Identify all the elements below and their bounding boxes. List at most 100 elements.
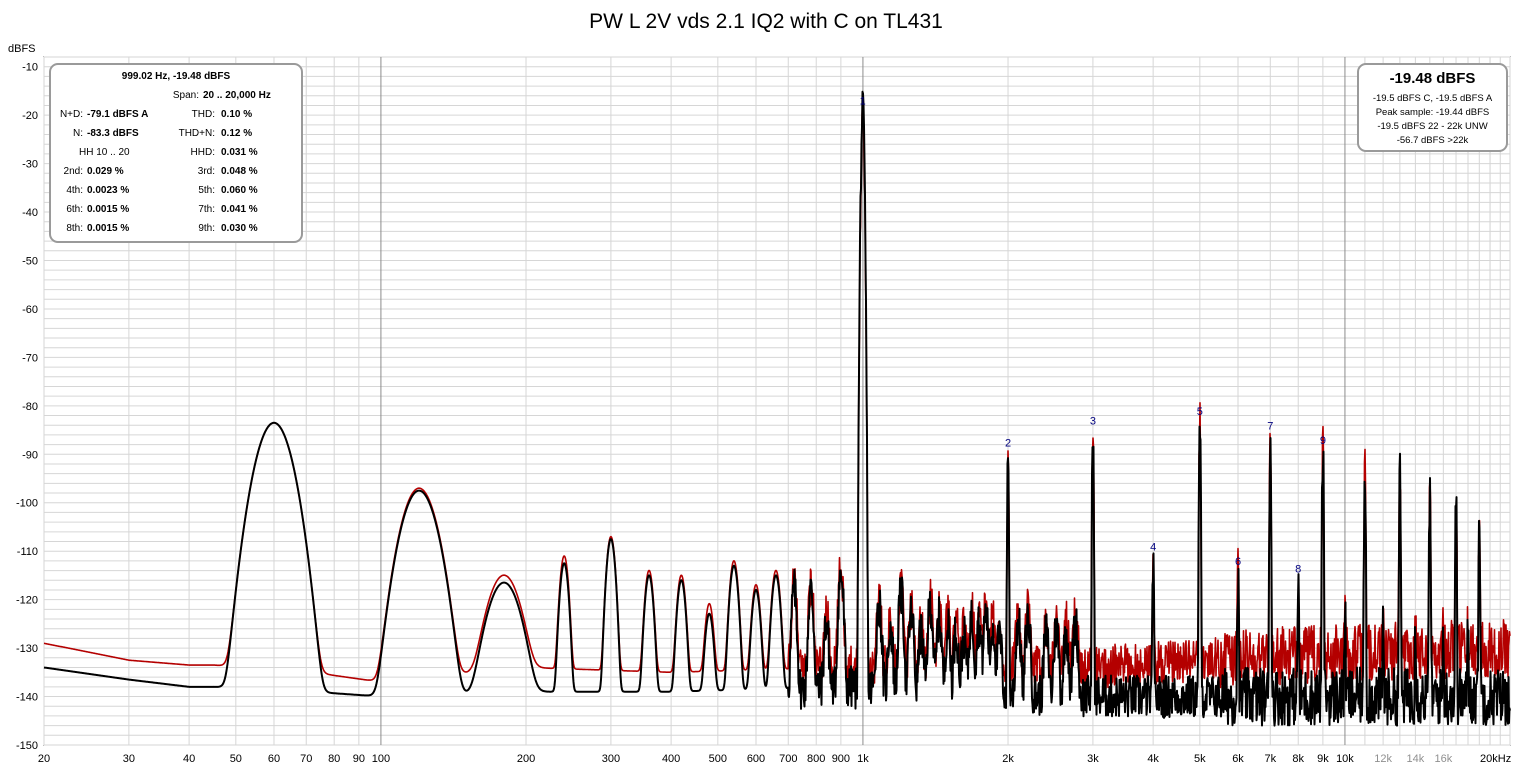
level-line: -19.5 dBFS C, -19.5 dBFS A [1372,93,1493,104]
x-tick-label: 200 [517,753,535,765]
stat-value: -79.1 dBFS A [87,109,149,120]
stat-label: 4th: [66,185,83,196]
y-tick-label: -140 [16,692,38,704]
x-tick-label: 20 [38,753,50,765]
stats-header: 999.02 Hz, -19.48 dBFS [121,71,231,82]
chart-title: PW L 2V vds 2.1 IQ2 with C on TL431 [589,10,943,33]
stat-label: 7th: [198,204,215,215]
stat-value: 0.0015 % [87,204,130,215]
x-tick-label: 300 [602,753,620,765]
x-tick-label: 4k [1147,753,1159,765]
stat-label: N: [73,128,83,139]
y-tick-label: -60 [22,304,38,316]
stat-label: 8th: [66,223,83,234]
stat-label: HHD: [190,147,215,158]
stat-value: -83.3 dBFS [87,128,139,139]
x-tick-label: 900 [832,753,850,765]
x-tick-label: 600 [747,753,765,765]
harmonic-marker: 5 [1197,406,1203,418]
x-tick-label: 6k [1232,753,1244,765]
y-tick-label: -120 [16,595,38,607]
stat-value: 0.12 % [221,128,253,139]
harmonic-marker: 2 [1005,437,1011,449]
stats-row: 2nd: 0.029 % 3rd: 0.048 % [51,164,301,180]
x-tick-label: 90 [353,753,365,765]
stat-label: 5th: [198,185,215,196]
x-tick-label: 7k [1264,753,1276,765]
level-line: Peak sample: -19.44 dBFS [1375,107,1490,118]
y-tick-label: -40 [22,207,38,219]
x-tick-label: 12k [1374,753,1392,765]
level-line: -19.5 dBFS 22 - 22k UNW [1377,121,1488,132]
stats-span-row: Span: 20 .. 20,000 Hz [51,88,301,104]
distortion-stats-panel[interactable]: 999.02 Hz, -19.48 dBFS Span: 20 .. 20,00… [49,63,303,243]
level-line: -56.7 dBFS >22k [1396,135,1469,146]
harmonic-marker: 3 [1090,415,1096,427]
x-tick-label: 60 [268,753,280,765]
stats-row: 4th: 0.0023 % 5th: 0.060 % [51,183,301,199]
stat-label: N+D: [59,109,83,120]
stat-value: 0.0023 % [87,185,130,196]
x-tick-label: 700 [779,753,797,765]
y-tick-label: -70 [22,352,38,364]
stat-label: 9th: [198,223,215,234]
y-tick-label: -10 [22,62,38,74]
trace-black [43,90,1511,727]
y-tick-label: -100 [16,498,38,510]
level-panel[interactable]: -19.48 dBFS -19.5 dBFS C, -19.5 dBFS A P… [1357,63,1508,152]
stat-label: THD: [191,109,215,120]
harmonic-marker: 7 [1267,420,1273,432]
stat-value: 0.060 % [221,185,258,196]
x-tick-label: 2k [1002,753,1014,765]
x-tick-label: 5k [1194,753,1206,765]
span-value: 20 .. 20,000 Hz [203,90,271,101]
stats-header-row: 999.02 Hz, -19.48 dBFS [51,69,301,85]
stat-value: 0.0015 % [87,223,130,234]
x-tick-label: 1k [857,753,869,765]
y-tick-label: -50 [22,255,38,267]
y-tick-label: -80 [22,401,38,413]
x-tick-label: 8k [1292,753,1304,765]
harmonic-markers: 1 2 3 4 5 6 7 8 9 [860,96,1326,576]
y-tick-label: -150 [16,740,38,752]
span-label: Span: [172,90,199,101]
y-tick-label: -110 [17,546,38,558]
x-tick-label: 40 [183,753,195,765]
x-tick-label: 800 [807,753,825,765]
y-tick-label: -20 [22,110,38,122]
harmonic-marker: 9 [1320,435,1326,447]
x-tick-label: 400 [662,753,680,765]
harmonic-marker: 4 [1150,541,1156,553]
x-tick-label: 9k [1317,753,1329,765]
x-tick-label: 10k [1336,753,1354,765]
y-tick-label: -30 [22,159,38,171]
y-tick-label: -130 [16,643,38,655]
level-main: -19.48 dBFS [1389,70,1476,87]
stat-label: HH 10 .. 20 [79,147,130,158]
stat-label: 2nd: [63,166,83,177]
x-tick-label: 50 [230,753,242,765]
y-tick-label: -90 [22,449,38,461]
stats-row: N: -83.3 dBFS THD+N: 0.12 % [51,126,301,142]
stat-value: 0.041 % [221,204,258,215]
x-tick-label: 100 [372,753,390,765]
x-tick-label: 80 [328,753,340,765]
stat-label: THD+N: [178,128,215,139]
stat-value: 0.031 % [221,147,258,158]
harmonic-marker: 1 [860,96,866,108]
x-tick-label: 16k [1434,753,1452,765]
stat-value: 0.10 % [221,109,253,120]
stats-row: HH 10 .. 20 HHD: 0.031 % [51,145,301,161]
stat-value: 0.029 % [87,166,124,177]
x-tick-label: 500 [709,753,727,765]
stats-row: N+D: -79.1 dBFS A THD: 0.10 % [51,107,301,123]
stat-label: 6th: [66,204,83,215]
stat-value: 0.030 % [221,223,258,234]
harmonic-marker: 6 [1235,556,1241,568]
x-tick-label: 30 [123,753,135,765]
stats-row: 8th: 0.0015 % 9th: 0.030 % [51,221,301,237]
x-tick-label: 20kHz [1480,753,1511,765]
y-axis-label: dBFS [8,43,36,55]
harmonic-marker: 8 [1295,563,1301,575]
